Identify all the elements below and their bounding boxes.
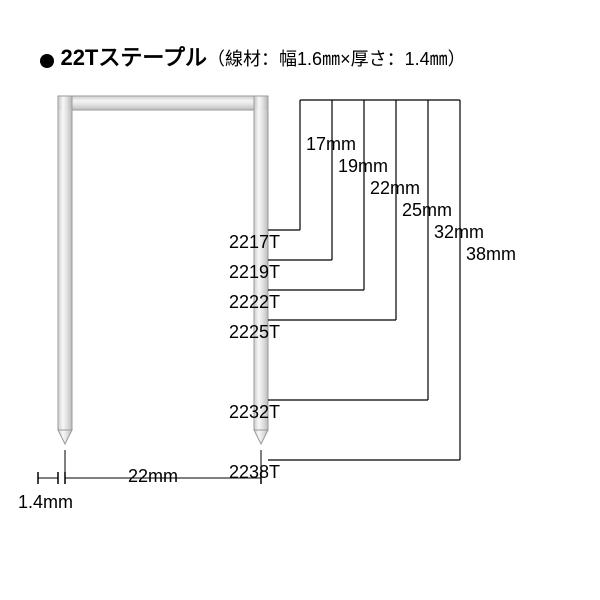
dimension-thickness-label: 1.4mm bbox=[18, 492, 73, 513]
dimension-width-label: 22mm bbox=[128, 466, 178, 487]
diagram-svg bbox=[0, 0, 600, 600]
length-mm-label: 17mm bbox=[306, 134, 356, 155]
length-code-label: 2219T bbox=[200, 262, 280, 283]
length-code-label: 2222T bbox=[200, 292, 280, 313]
length-mm-label: 22mm bbox=[370, 178, 420, 199]
length-code-label: 2238T bbox=[200, 462, 280, 483]
length-code-label: 2232T bbox=[200, 402, 280, 423]
length-mm-label: 38mm bbox=[466, 244, 516, 265]
length-chart-lines bbox=[268, 100, 460, 460]
length-code-label: 2217T bbox=[200, 232, 280, 253]
diagram-canvas: 22Tステープル（線材：幅1.6㎜×厚さ：1.4㎜） 22mm 1.4mm 17… bbox=[0, 0, 600, 600]
length-mm-label: 19mm bbox=[338, 156, 388, 177]
length-mm-label: 32mm bbox=[434, 222, 484, 243]
length-code-label: 2225T bbox=[200, 322, 280, 343]
length-mm-label: 25mm bbox=[402, 200, 452, 221]
